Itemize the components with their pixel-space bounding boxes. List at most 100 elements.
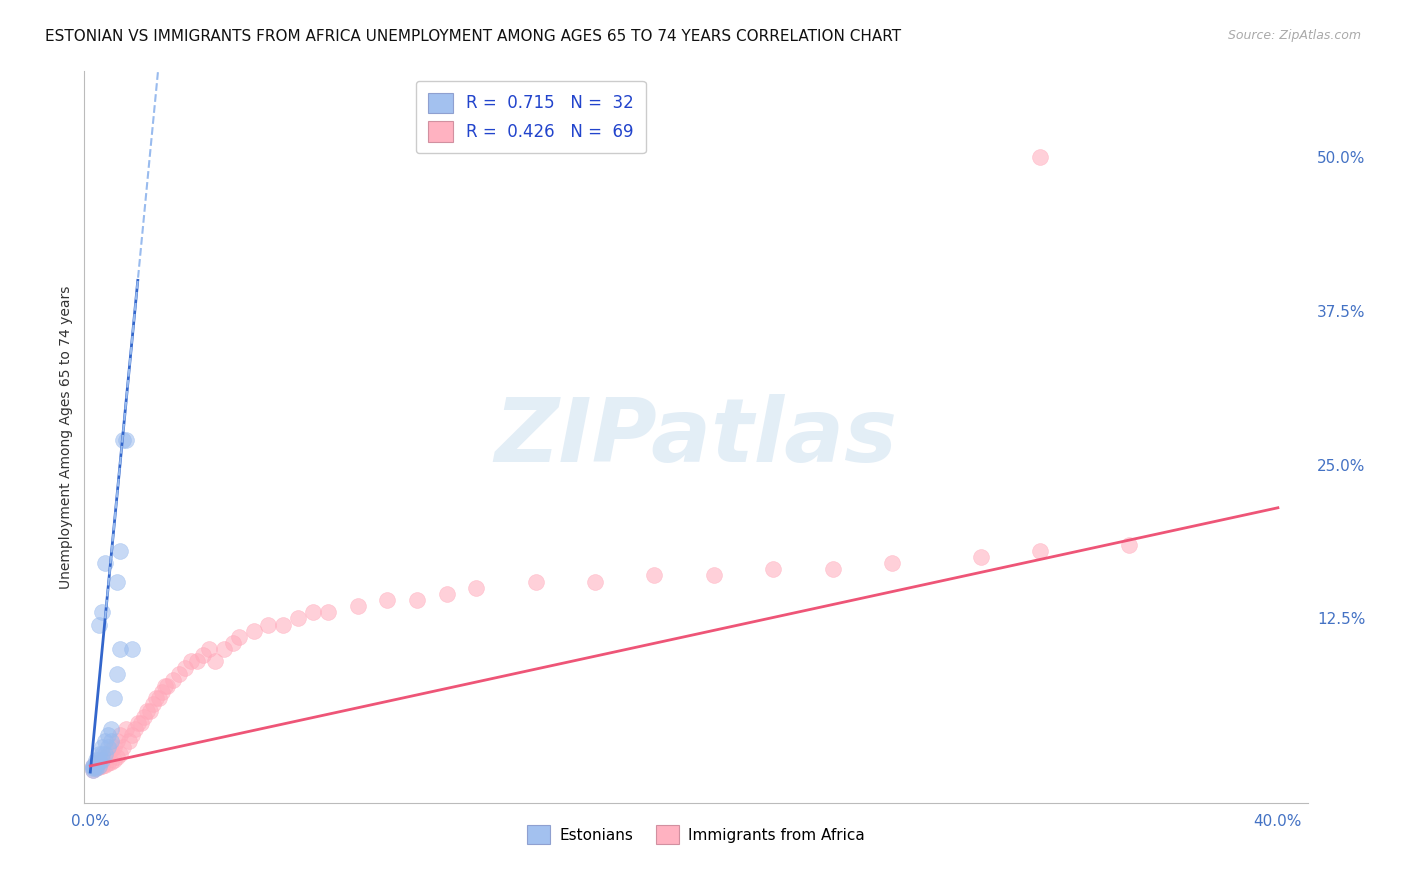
Point bbox=[127, 715, 149, 730]
Point bbox=[84, 753, 107, 767]
Point bbox=[148, 691, 170, 706]
Point bbox=[105, 666, 128, 681]
Point bbox=[129, 715, 152, 730]
Point bbox=[111, 433, 134, 447]
Point bbox=[145, 691, 167, 706]
Point bbox=[105, 750, 128, 764]
Point bbox=[89, 756, 111, 770]
Point bbox=[108, 728, 131, 742]
Point bbox=[302, 605, 325, 619]
Legend: Estonians, Immigrants from Africa: Estonians, Immigrants from Africa bbox=[522, 819, 870, 850]
Point bbox=[91, 759, 114, 773]
Point bbox=[82, 761, 104, 775]
Point bbox=[153, 679, 176, 693]
Point bbox=[436, 587, 458, 601]
Point bbox=[132, 710, 155, 724]
Point bbox=[97, 756, 120, 771]
Point bbox=[103, 753, 125, 767]
Point bbox=[97, 740, 120, 755]
Point bbox=[108, 543, 131, 558]
Point bbox=[1029, 150, 1052, 164]
Point bbox=[257, 617, 280, 632]
Point bbox=[156, 679, 179, 693]
Point bbox=[121, 642, 143, 657]
Text: ESTONIAN VS IMMIGRANTS FROM AFRICA UNEMPLOYMENT AMONG AGES 65 TO 74 YEARS CORREL: ESTONIAN VS IMMIGRANTS FROM AFRICA UNEMP… bbox=[45, 29, 901, 44]
Point bbox=[316, 605, 339, 619]
Point bbox=[124, 722, 146, 736]
Point bbox=[191, 648, 214, 663]
Point bbox=[89, 759, 111, 773]
Point bbox=[970, 549, 993, 564]
Point bbox=[465, 581, 488, 595]
Point bbox=[94, 556, 117, 570]
Point bbox=[97, 747, 120, 761]
Point bbox=[94, 734, 117, 748]
Point bbox=[84, 761, 107, 775]
Point bbox=[212, 642, 235, 657]
Point bbox=[108, 642, 131, 657]
Point bbox=[82, 763, 104, 777]
Point bbox=[84, 759, 107, 773]
Point bbox=[821, 562, 844, 576]
Point bbox=[228, 630, 250, 644]
Point bbox=[91, 605, 114, 619]
Point bbox=[115, 433, 138, 447]
Point bbox=[100, 734, 122, 748]
Point bbox=[524, 574, 547, 589]
Point bbox=[880, 556, 903, 570]
Point bbox=[84, 756, 107, 771]
Point bbox=[242, 624, 264, 638]
Point bbox=[138, 704, 160, 718]
Point bbox=[703, 568, 725, 582]
Point bbox=[82, 760, 104, 774]
Point bbox=[287, 611, 309, 625]
Point bbox=[271, 617, 294, 632]
Point bbox=[121, 728, 143, 742]
Point bbox=[82, 763, 104, 777]
Point bbox=[84, 756, 107, 771]
Point bbox=[89, 756, 111, 770]
Point bbox=[169, 666, 191, 681]
Point bbox=[89, 753, 111, 767]
Point bbox=[142, 698, 165, 712]
Point bbox=[89, 747, 111, 761]
Point bbox=[643, 568, 665, 582]
Point bbox=[94, 757, 117, 772]
Point bbox=[103, 740, 125, 755]
Point bbox=[150, 685, 173, 699]
Point bbox=[583, 574, 606, 589]
Point bbox=[222, 636, 245, 650]
Point bbox=[82, 759, 104, 773]
Point bbox=[135, 704, 157, 718]
Point bbox=[94, 750, 117, 764]
Point bbox=[111, 740, 134, 755]
Point bbox=[91, 753, 114, 767]
Point bbox=[100, 743, 122, 757]
Text: ZIPatlas: ZIPatlas bbox=[495, 393, 897, 481]
Point bbox=[406, 593, 429, 607]
Point bbox=[162, 673, 184, 687]
Point bbox=[118, 734, 141, 748]
Point bbox=[89, 617, 111, 632]
Point bbox=[762, 562, 785, 576]
Point bbox=[84, 761, 107, 775]
Point bbox=[89, 760, 111, 774]
Point bbox=[198, 642, 221, 657]
Point bbox=[105, 574, 128, 589]
Point bbox=[108, 747, 131, 761]
Point bbox=[1029, 543, 1052, 558]
Point bbox=[174, 660, 197, 674]
Point bbox=[204, 655, 226, 669]
Point bbox=[100, 722, 122, 736]
Point bbox=[105, 734, 128, 748]
Point bbox=[91, 740, 114, 755]
Point bbox=[91, 747, 114, 761]
Point bbox=[103, 691, 125, 706]
Point bbox=[346, 599, 368, 613]
Point bbox=[97, 728, 120, 742]
Y-axis label: Unemployment Among Ages 65 to 74 years: Unemployment Among Ages 65 to 74 years bbox=[59, 285, 73, 589]
Point bbox=[186, 655, 208, 669]
Point bbox=[94, 747, 117, 761]
Point bbox=[100, 756, 122, 770]
Point bbox=[1118, 538, 1140, 552]
